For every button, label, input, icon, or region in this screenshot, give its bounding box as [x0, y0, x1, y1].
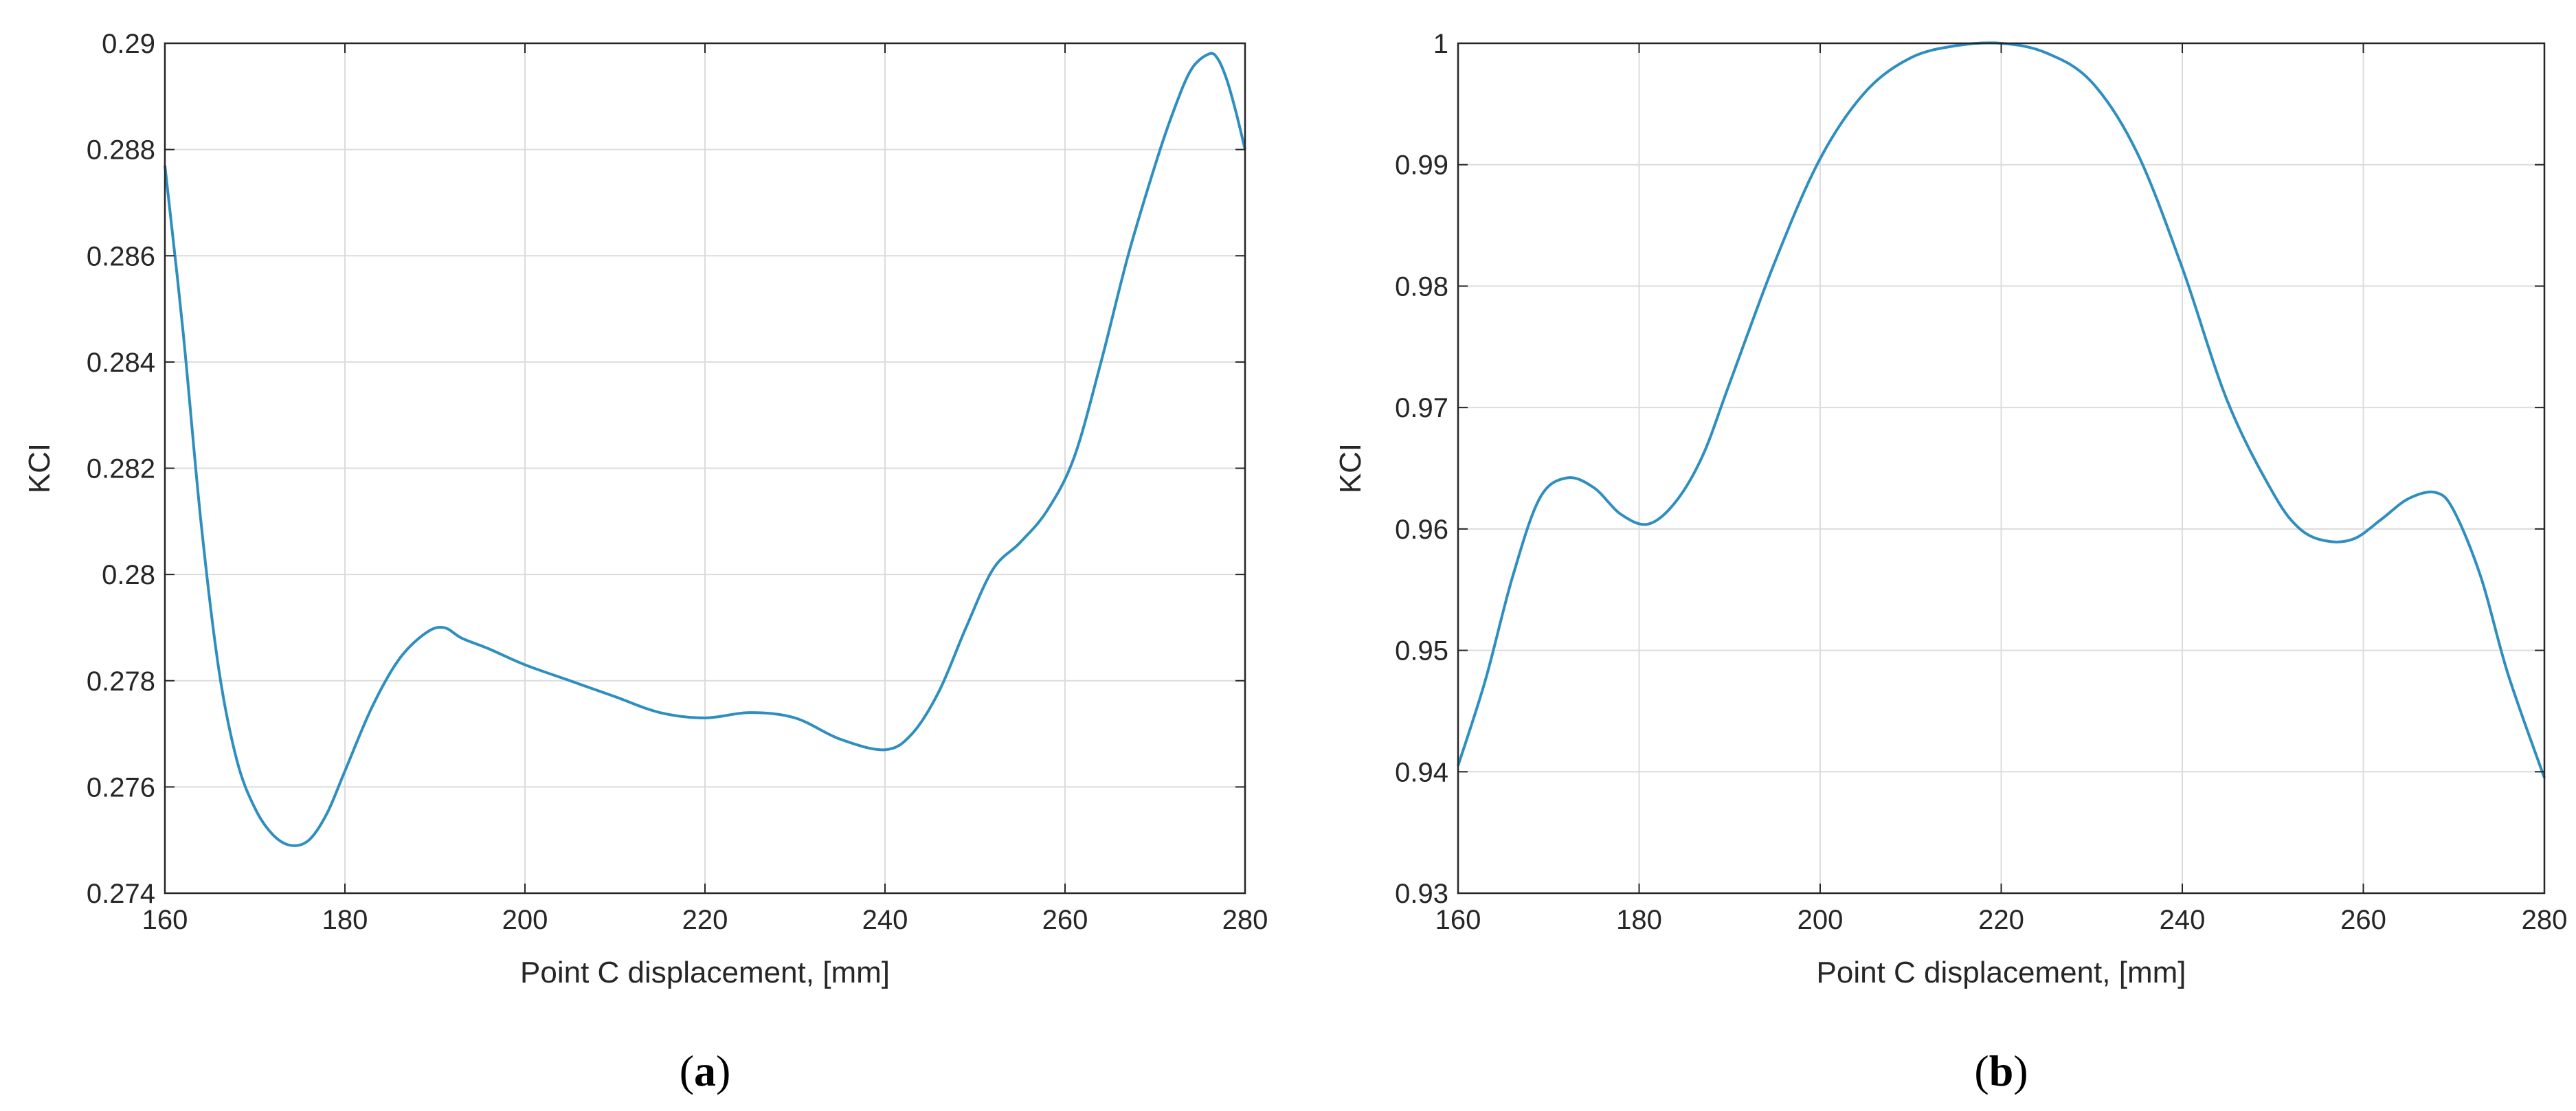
x-tick-label: 240: [862, 905, 908, 935]
y-tick-label: 1: [1433, 29, 1448, 59]
y-tick-label: 0.282: [87, 454, 155, 484]
y-tick-label: 0.278: [87, 666, 155, 697]
y-tick-label: 0.284: [87, 348, 155, 378]
x-tick-label: 260: [1042, 905, 1088, 935]
x-tick-label: 200: [502, 905, 548, 935]
panel-letter: a: [694, 1046, 716, 1095]
x-tick-label: 160: [142, 905, 188, 935]
x-tick-label: 260: [2340, 905, 2386, 935]
y-tick-label: 0.276: [87, 772, 155, 803]
x-tick-label: 160: [1435, 905, 1481, 935]
y-tick-label: 0.96: [1395, 515, 1448, 545]
y-tick-label: 0.98: [1395, 271, 1448, 302]
panel-letter: b: [1989, 1046, 2014, 1095]
x-tick-label: 220: [682, 905, 728, 935]
chart-panel-b: 160 180 200 220 240 260 280 0.93 0.94 0.95 0.96 0.9…: [1334, 29, 2567, 1095]
x-tick-label: 180: [322, 905, 368, 935]
y-tick-label: 0.99: [1395, 150, 1448, 181]
x-tick-label: 200: [1797, 905, 1844, 935]
y-tick-label: 0.274: [87, 879, 155, 909]
x-tick-label: 280: [1222, 905, 1268, 935]
y-tick-label: 0.288: [87, 135, 155, 166]
y-tick-label: 0.286: [87, 241, 155, 271]
x-tick-label: 240: [2160, 905, 2206, 935]
x-tick-label: 220: [1978, 905, 2024, 935]
y-tick-label: 0.97: [1395, 393, 1448, 423]
panel-label: (a): [680, 1046, 731, 1095]
x-axis-label: Point C displacement, [mm]: [1817, 956, 2186, 989]
panel-label: (b): [1974, 1046, 2028, 1095]
y-tick-label: 0.28: [102, 560, 155, 590]
y-axis-label: KCI: [23, 443, 56, 493]
x-tick-label: 280: [2522, 905, 2568, 935]
y-tick-label: 0.29: [102, 29, 155, 59]
x-tick-label: 180: [1616, 905, 1662, 935]
series-line: [164, 52, 1246, 847]
y-tick-label: 0.94: [1395, 757, 1448, 787]
x-axis-label: Point C displacement, [mm]: [520, 956, 890, 989]
y-tick-label: 0.95: [1395, 636, 1448, 666]
y-axis-label: KCI: [1334, 443, 1367, 493]
y-tick-label: 0.93: [1395, 879, 1448, 909]
chart-panel-a: 160 180 200 220 240 260 280 0.274 0.276 0.278 0.28…: [23, 29, 1268, 1095]
